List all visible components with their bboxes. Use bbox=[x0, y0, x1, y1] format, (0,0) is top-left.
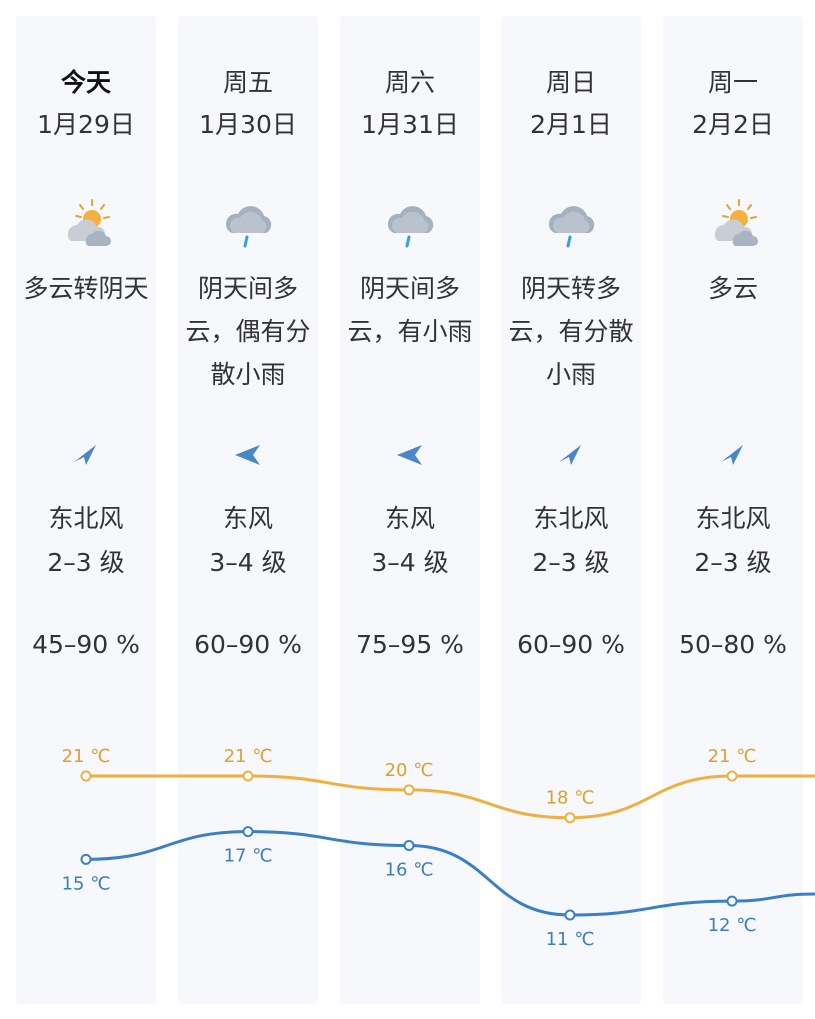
partly-cloudy-icon bbox=[67, 199, 111, 246]
humidity: 60–90 % bbox=[517, 630, 625, 659]
forecast-day-card[interactable]: 周六 1月31日 阴天间多云，有小雨 东风 3–4 级 75–95 % bbox=[340, 16, 480, 1004]
low-temp-line bbox=[85, 830, 815, 917]
wind-direction-east-icon bbox=[397, 445, 422, 465]
rain-cloud-icon bbox=[387, 206, 434, 248]
forecast-day-card[interactable]: 周日 2月1日 阴天转多云，有分散小雨 东北风 2–3 级 60–90 % bbox=[501, 16, 641, 1004]
high-temp-label: 21 ℃ bbox=[62, 746, 111, 767]
date-label: 1月31日 bbox=[361, 110, 459, 139]
humidity: 45–90 % bbox=[32, 630, 140, 659]
wind-direction: 东风 bbox=[222, 504, 273, 533]
partly-cloudy-icon bbox=[714, 199, 758, 246]
high-temp-line bbox=[85, 774, 815, 820]
high-temp-point bbox=[726, 770, 738, 782]
date-label: 1月30日 bbox=[199, 110, 297, 139]
humidity: 60–90 % bbox=[194, 630, 302, 659]
low-temp-point bbox=[242, 826, 254, 838]
wind-direction: 东北风 bbox=[533, 504, 609, 533]
forecast-day-card[interactable]: 今天 1月29日 多云转阴天 东北风 2–3 级 45–90 % bbox=[16, 16, 156, 1004]
day-label: 周六 bbox=[384, 68, 435, 97]
rain-cloud-icon bbox=[548, 206, 595, 248]
high-temp-point bbox=[403, 784, 415, 796]
wind-direction: 东北风 bbox=[695, 504, 771, 533]
weather-description: 多云转阴天 bbox=[23, 274, 149, 303]
high-temp-point bbox=[564, 812, 576, 824]
weather-description: 阴天转多云，有分散小雨 bbox=[508, 274, 634, 389]
date-label: 2月2日 bbox=[692, 110, 774, 139]
wind-direction-northeast-icon bbox=[74, 445, 96, 465]
weather-description: 阴天间多云，偶有分散小雨 bbox=[185, 274, 311, 389]
day-label: 周五 bbox=[222, 68, 273, 97]
wind-direction-northeast-icon bbox=[559, 445, 581, 465]
weather-description: 多云 bbox=[707, 274, 758, 303]
wind-level: 2–3 级 bbox=[694, 548, 772, 577]
low-temp-point bbox=[564, 909, 576, 921]
wind-level: 2–3 级 bbox=[532, 548, 610, 577]
low-temp-label: 11 ℃ bbox=[546, 929, 595, 950]
wind-direction: 东风 bbox=[384, 504, 435, 533]
low-temp-point bbox=[726, 895, 738, 907]
low-temp-point bbox=[403, 840, 415, 851]
low-temp-label: 16 ℃ bbox=[385, 860, 434, 881]
day-label: 周日 bbox=[545, 68, 596, 97]
low-temp-point bbox=[80, 853, 92, 865]
low-temp-label: 15 ℃ bbox=[62, 873, 111, 894]
date-label: 1月29日 bbox=[37, 110, 135, 139]
high-temp-point bbox=[80, 770, 92, 782]
rain-cloud-icon bbox=[225, 206, 272, 248]
wind-direction-east-icon bbox=[235, 445, 260, 465]
high-temp-label: 20 ℃ bbox=[385, 760, 434, 781]
day-label: 今天 bbox=[60, 68, 111, 97]
humidity: 75–95 % bbox=[356, 630, 464, 659]
high-temp-label: 21 ℃ bbox=[224, 746, 273, 767]
wind-level: 3–4 级 bbox=[371, 548, 449, 577]
weather-description: 阴天间多云，有小雨 bbox=[347, 274, 473, 346]
forecast-day-card[interactable]: 周一 2月2日 多云 东北风 2–3 级 50–80 % bbox=[663, 16, 803, 1004]
wind-direction-northeast-icon bbox=[721, 445, 743, 465]
low-temp-label: 12 ℃ bbox=[708, 915, 757, 936]
wind-direction: 东北风 bbox=[48, 504, 124, 533]
low-temp-label: 17 ℃ bbox=[224, 846, 273, 867]
high-temp-point bbox=[242, 770, 254, 782]
date-label: 2月1日 bbox=[530, 110, 612, 139]
wind-level: 3–4 级 bbox=[209, 548, 287, 577]
high-temp-label: 21 ℃ bbox=[708, 746, 757, 767]
wind-level: 2–3 级 bbox=[47, 548, 125, 577]
high-temp-label: 18 ℃ bbox=[546, 788, 595, 809]
humidity: 50–80 % bbox=[679, 630, 787, 659]
forecast-day-card[interactable]: 周五 1月30日 阴天间多云，偶有分散小雨 东风 3–4 级 60–90 % bbox=[178, 16, 318, 1004]
day-label: 周一 bbox=[707, 68, 758, 97]
